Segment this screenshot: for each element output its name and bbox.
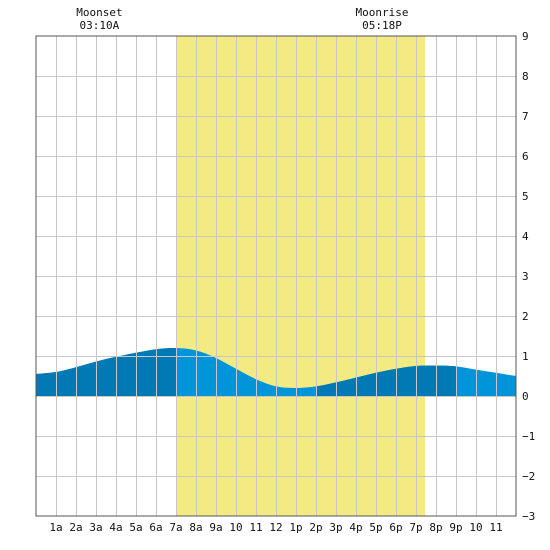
x-tick-label: 11 [489, 521, 502, 534]
y-tick-label: 7 [522, 110, 529, 123]
tide-area-dark-segment [316, 365, 456, 396]
x-tick-label: 3p [329, 521, 342, 534]
x-tick-label: 12 [269, 521, 282, 534]
y-tick-label: −3 [522, 510, 535, 523]
x-tick-label: 2p [309, 521, 322, 534]
x-tick-label: 4p [349, 521, 362, 534]
x-tick-label: 8p [429, 521, 442, 534]
y-tick-label: 2 [522, 310, 529, 323]
x-tick-label: 9p [449, 521, 462, 534]
x-tick-label: 7p [409, 521, 422, 534]
plot-frame [35, 35, 517, 517]
y-tick-label: 8 [522, 70, 529, 83]
x-tick-label: 2a [69, 521, 82, 534]
x-tick-label: 1a [49, 521, 62, 534]
x-tick-label: 5a [129, 521, 142, 534]
x-tick-label: 3a [89, 521, 102, 534]
x-tick-label: 10 [469, 521, 482, 534]
y-tick-label: −1 [522, 430, 535, 443]
x-tick-label: 6p [389, 521, 402, 534]
x-tick-label: 6a [149, 521, 162, 534]
x-tick-label: 7a [169, 521, 182, 534]
x-tick-label: 5p [369, 521, 382, 534]
y-tick-label: −2 [522, 470, 535, 483]
y-tick-label: 9 [522, 30, 529, 43]
tide-area-dark-segment [36, 347, 177, 396]
y-tick-labels: 9 8 7 6 5 4 3 2 1 0 −1 −2 −3 [522, 30, 535, 523]
grid-layer [36, 36, 516, 516]
moon-event-label: Moonrise [356, 6, 409, 19]
moon-event-time: 03:10A [80, 19, 120, 32]
x-tick-label: 4a [109, 521, 122, 534]
y-tick-label: 0 [522, 390, 529, 403]
moon-event-label: Moonset [76, 6, 122, 19]
x-tick-label: 10 [229, 521, 242, 534]
y-tick-label: 5 [522, 190, 529, 203]
x-tick-label: 8a [189, 521, 202, 534]
x-tick-label: 1p [289, 521, 302, 534]
x-tick-label: 11 [249, 521, 262, 534]
moon-event-time: 05:18P [362, 19, 402, 32]
y-tick-label: 1 [522, 350, 529, 363]
x-tick-label: 9a [209, 521, 222, 534]
x-tick-labels: 1a 2a 3a 4a 5a 6a 7a 8a 9a 10 11 12 1p 2p 3p 4p 5p 6p 7p 8p… [49, 521, 502, 534]
y-tick-label: 3 [522, 270, 529, 283]
y-tick-label: 4 [522, 230, 529, 243]
y-tick-label: 6 [522, 150, 529, 163]
